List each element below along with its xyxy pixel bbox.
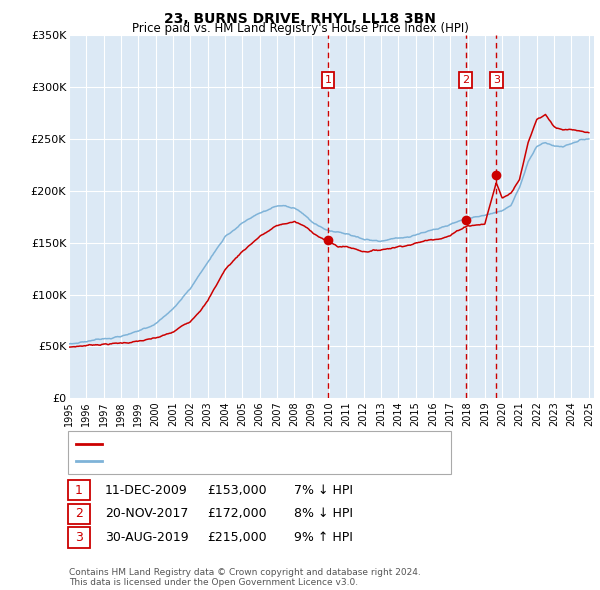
Text: 1: 1 (75, 484, 83, 497)
Text: 23, BURNS DRIVE, RHYL, LL18 3BN: 23, BURNS DRIVE, RHYL, LL18 3BN (164, 12, 436, 26)
Text: £215,000: £215,000 (207, 531, 266, 544)
Text: 23, BURNS DRIVE, RHYL, LL18 3BN (detached house): 23, BURNS DRIVE, RHYL, LL18 3BN (detache… (108, 439, 404, 448)
Text: 7% ↓ HPI: 7% ↓ HPI (294, 484, 353, 497)
Text: 2: 2 (462, 75, 469, 85)
Text: 1: 1 (325, 75, 332, 85)
Text: 2: 2 (75, 507, 83, 520)
Text: 3: 3 (493, 75, 500, 85)
Text: 30-AUG-2019: 30-AUG-2019 (105, 531, 188, 544)
Text: Price paid vs. HM Land Registry's House Price Index (HPI): Price paid vs. HM Land Registry's House … (131, 22, 469, 35)
Text: Contains HM Land Registry data © Crown copyright and database right 2024.
This d: Contains HM Land Registry data © Crown c… (69, 568, 421, 587)
Text: 9% ↑ HPI: 9% ↑ HPI (294, 531, 353, 544)
Text: HPI: Average price, detached house, Denbighshire: HPI: Average price, detached house, Denb… (108, 457, 389, 466)
Text: 3: 3 (75, 531, 83, 544)
Text: £153,000: £153,000 (207, 484, 266, 497)
Text: £172,000: £172,000 (207, 507, 266, 520)
Text: 11-DEC-2009: 11-DEC-2009 (105, 484, 188, 497)
Text: 8% ↓ HPI: 8% ↓ HPI (294, 507, 353, 520)
Text: 20-NOV-2017: 20-NOV-2017 (105, 507, 188, 520)
